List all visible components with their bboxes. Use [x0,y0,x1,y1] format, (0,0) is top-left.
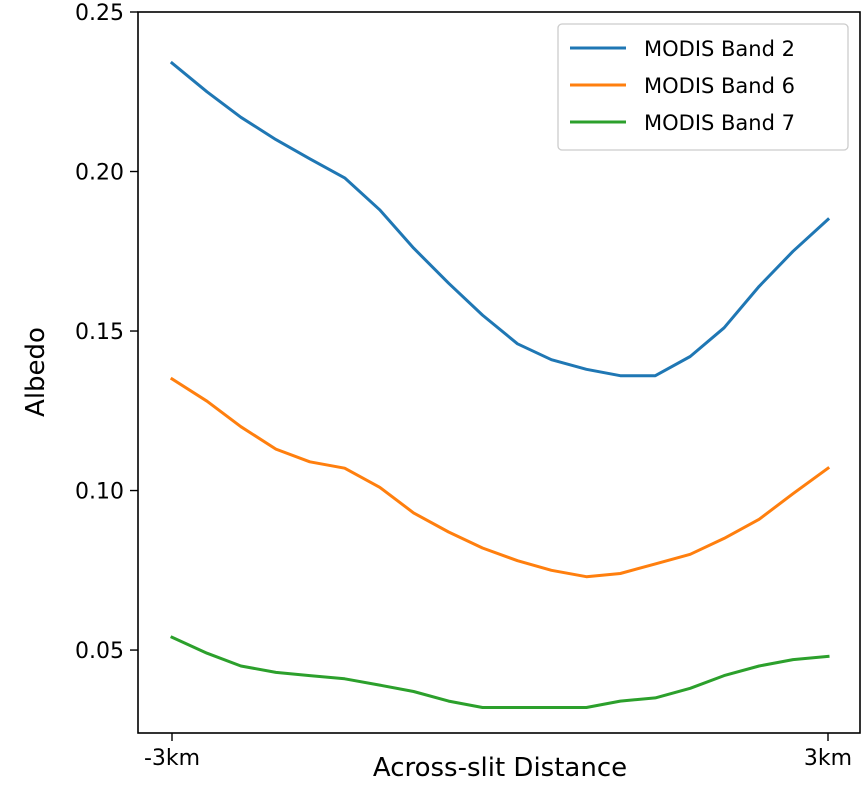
series-line-band-6 [169,376,831,579]
series-line-band-2 [169,60,831,378]
y-axis-title: Albedo [21,327,51,417]
legend-label: MODIS Band 2 [644,37,795,61]
series-line-band-7 [170,635,830,709]
series-layer [169,60,831,709]
y-tick-label: 0.25 [75,1,124,26]
y-tick-label: 0.15 [75,320,124,345]
y-tick-label: 0.20 [75,161,124,186]
legend-label: MODIS Band 7 [644,111,795,135]
plot-frame [137,11,861,734]
y-axis: 0.05 0.10 0.15 0.20 0.25 [75,1,138,664]
x-tick-label: 3km [804,746,852,771]
legend-label: MODIS Band 6 [644,74,795,98]
y-tick-label: 0.05 [75,639,124,664]
legend-box [557,23,849,151]
x-axis-title: Across-slit Distance [373,753,627,782]
x-axis: -3km 3km [144,733,852,771]
legend: MODIS Band 2 MODIS Band 6 MODIS Band 7 [557,23,849,151]
y-tick-label: 0.10 [75,480,124,505]
x-tick-label: -3km [144,746,200,771]
